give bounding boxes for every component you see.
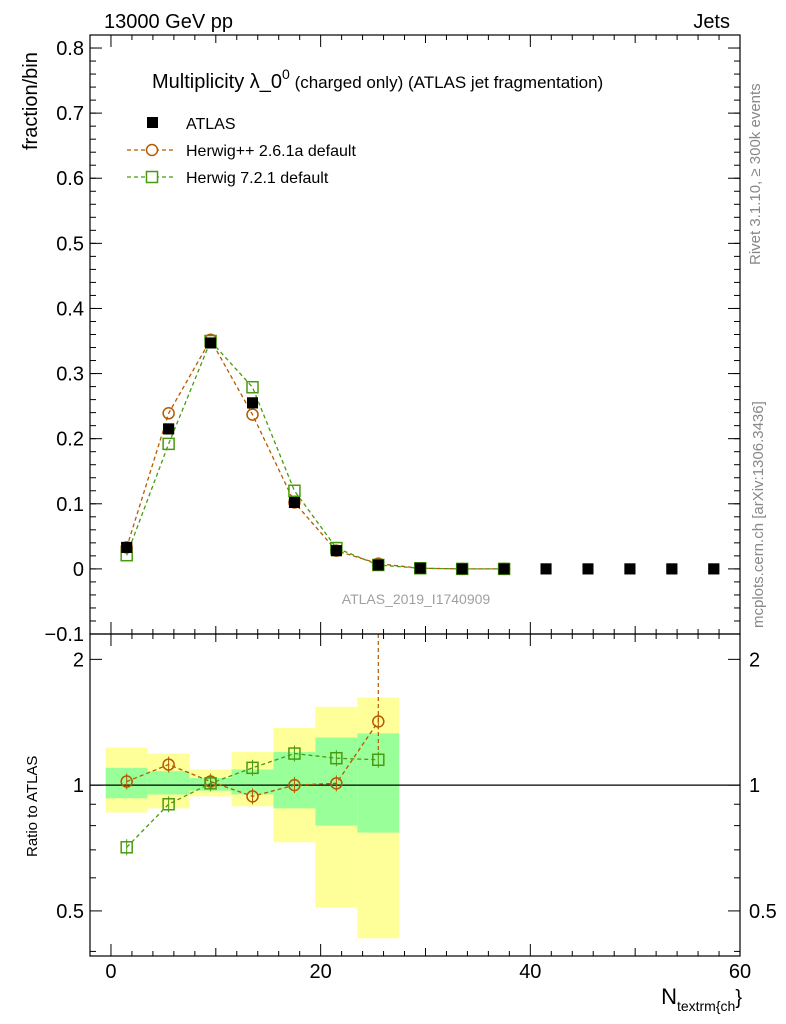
main-ytick-label: 0.4 [56,298,84,320]
rivet-label: Rivet 3.1.10, ≥ 300k events [747,83,764,265]
data-point-atlas-top [666,563,678,575]
data-point-herwigpp [246,408,259,421]
x-tick-label: 20 [310,961,332,983]
legend-marker-atlas [147,117,158,128]
ratio-point-herwigpp [330,777,343,790]
x-tick-label: 0 [105,961,116,983]
data-point-atlas-top [414,562,426,574]
ratio-ytick-label-right: 2 [749,649,760,671]
ratio-point-herwigpp [120,775,133,788]
data-point-herwig7 [288,484,301,498]
header-left-label: 13000 GeV pp [104,11,233,33]
x-axis-label-main: N [661,984,677,1009]
main-ytick-label: 0.5 [56,233,84,255]
x-axis-label-sub: textrm{ch [677,998,735,1014]
chart-title: Multiplicity λ_00 (charged only) (ATLAS … [152,66,603,93]
x-tick-label: 60 [729,961,751,983]
ratio-point-herwig7 [288,747,301,760]
ratio-ylabel: Ratio to ATLAS [24,756,41,857]
ratio-frame-border [89,633,741,957]
main-ytick-label: 0.6 [56,168,84,190]
main-ytick-label: 0 [73,559,84,581]
main-ytick-label: 0.3 [56,364,84,386]
data-point-atlas-top [205,337,217,349]
main-ytick-label: −0.1 [45,624,84,646]
data-point-atlas-top [247,397,258,409]
main-series-group [120,333,720,576]
data-point-atlas-top [121,541,133,553]
data-point-atlas-top [330,545,342,557]
ratio-point-herwig7 [120,841,133,854]
main-ytick-label: 0.8 [56,38,84,60]
analysis-watermark: ATLAS_2019_I1740909 [342,591,491,607]
data-point-atlas-top [624,563,636,575]
data-point-herwig7 [246,380,259,394]
main-ytick-label: 0.2 [56,429,84,451]
data-point-atlas-top [372,559,384,571]
data-point-atlas-top [540,563,552,575]
ratio-uncertainty-bands [90,697,740,939]
ratio-point-herwigpp [162,758,175,771]
mcplots-label: mcplots.cern.ch [arXiv:1306.3436] [750,401,767,628]
data-point-atlas-top [708,563,720,575]
data-point-atlas-top [456,563,468,575]
data-point-atlas-top [163,423,175,435]
ratio-ytick-label: 1 [73,775,84,797]
header-right-label: Jets [693,11,730,33]
main-ylabel: fraction/bin [20,52,42,150]
ratio-point-herwigpp [246,790,259,803]
ratio-ytick-label-right: 0.5 [749,901,777,923]
legend-label-herwigpp: Herwig++ 2.6.1a default [186,143,356,160]
band-green [147,771,190,795]
data-point-atlas-top [582,563,594,575]
chart-title-main: Multiplicity λ_0 [152,71,282,93]
ratio-point-herwig7 [372,753,385,767]
ratio-point-herwigpp [288,778,301,792]
ratio-frame: 0.5 0.51 12 20 20 40 60 [56,633,777,983]
data-point-herwig7 [162,437,175,451]
data-point-atlas-top [498,563,510,575]
ratio-point-herwig7 [246,761,259,775]
series-line [126,339,505,570]
data-point-herwigpp [162,407,175,420]
data-point-atlas-top [288,496,300,508]
main-ytick-label: 0.1 [56,494,84,516]
series-line [126,338,505,570]
ratio-point-herwig7 [162,798,175,811]
x-tick-label: 40 [519,961,541,983]
chart-title-sup: 0 [282,66,290,82]
ratio-point-herwig7 [204,777,217,790]
x-axis-label: Ntextrm{ch} [661,984,742,1014]
x-axis-label-tail: } [735,987,742,1009]
legend-marker-herwigpp [145,143,159,157]
ratio-ytick-label-right: 1 [749,775,760,797]
ratio-ytick-label: 0.5 [56,901,84,923]
ratio-series-group [120,634,385,856]
main-ytick-label: 0.7 [56,103,84,125]
legend-label-atlas: ATLAS [186,116,236,133]
legend: ATLAS Herwig++ 2.6.1a default Herwig 7.2… [127,116,356,187]
legend-marker-herwig7 [145,170,159,184]
chart-title-rest: (charged only) (ATLAS jet fragmentation) [290,73,603,92]
ratio-point-herwig7 [330,751,343,765]
legend-label-herwig7: Herwig 7.2.1 default [186,170,329,187]
ratio-ytick-label: 2 [73,649,84,671]
